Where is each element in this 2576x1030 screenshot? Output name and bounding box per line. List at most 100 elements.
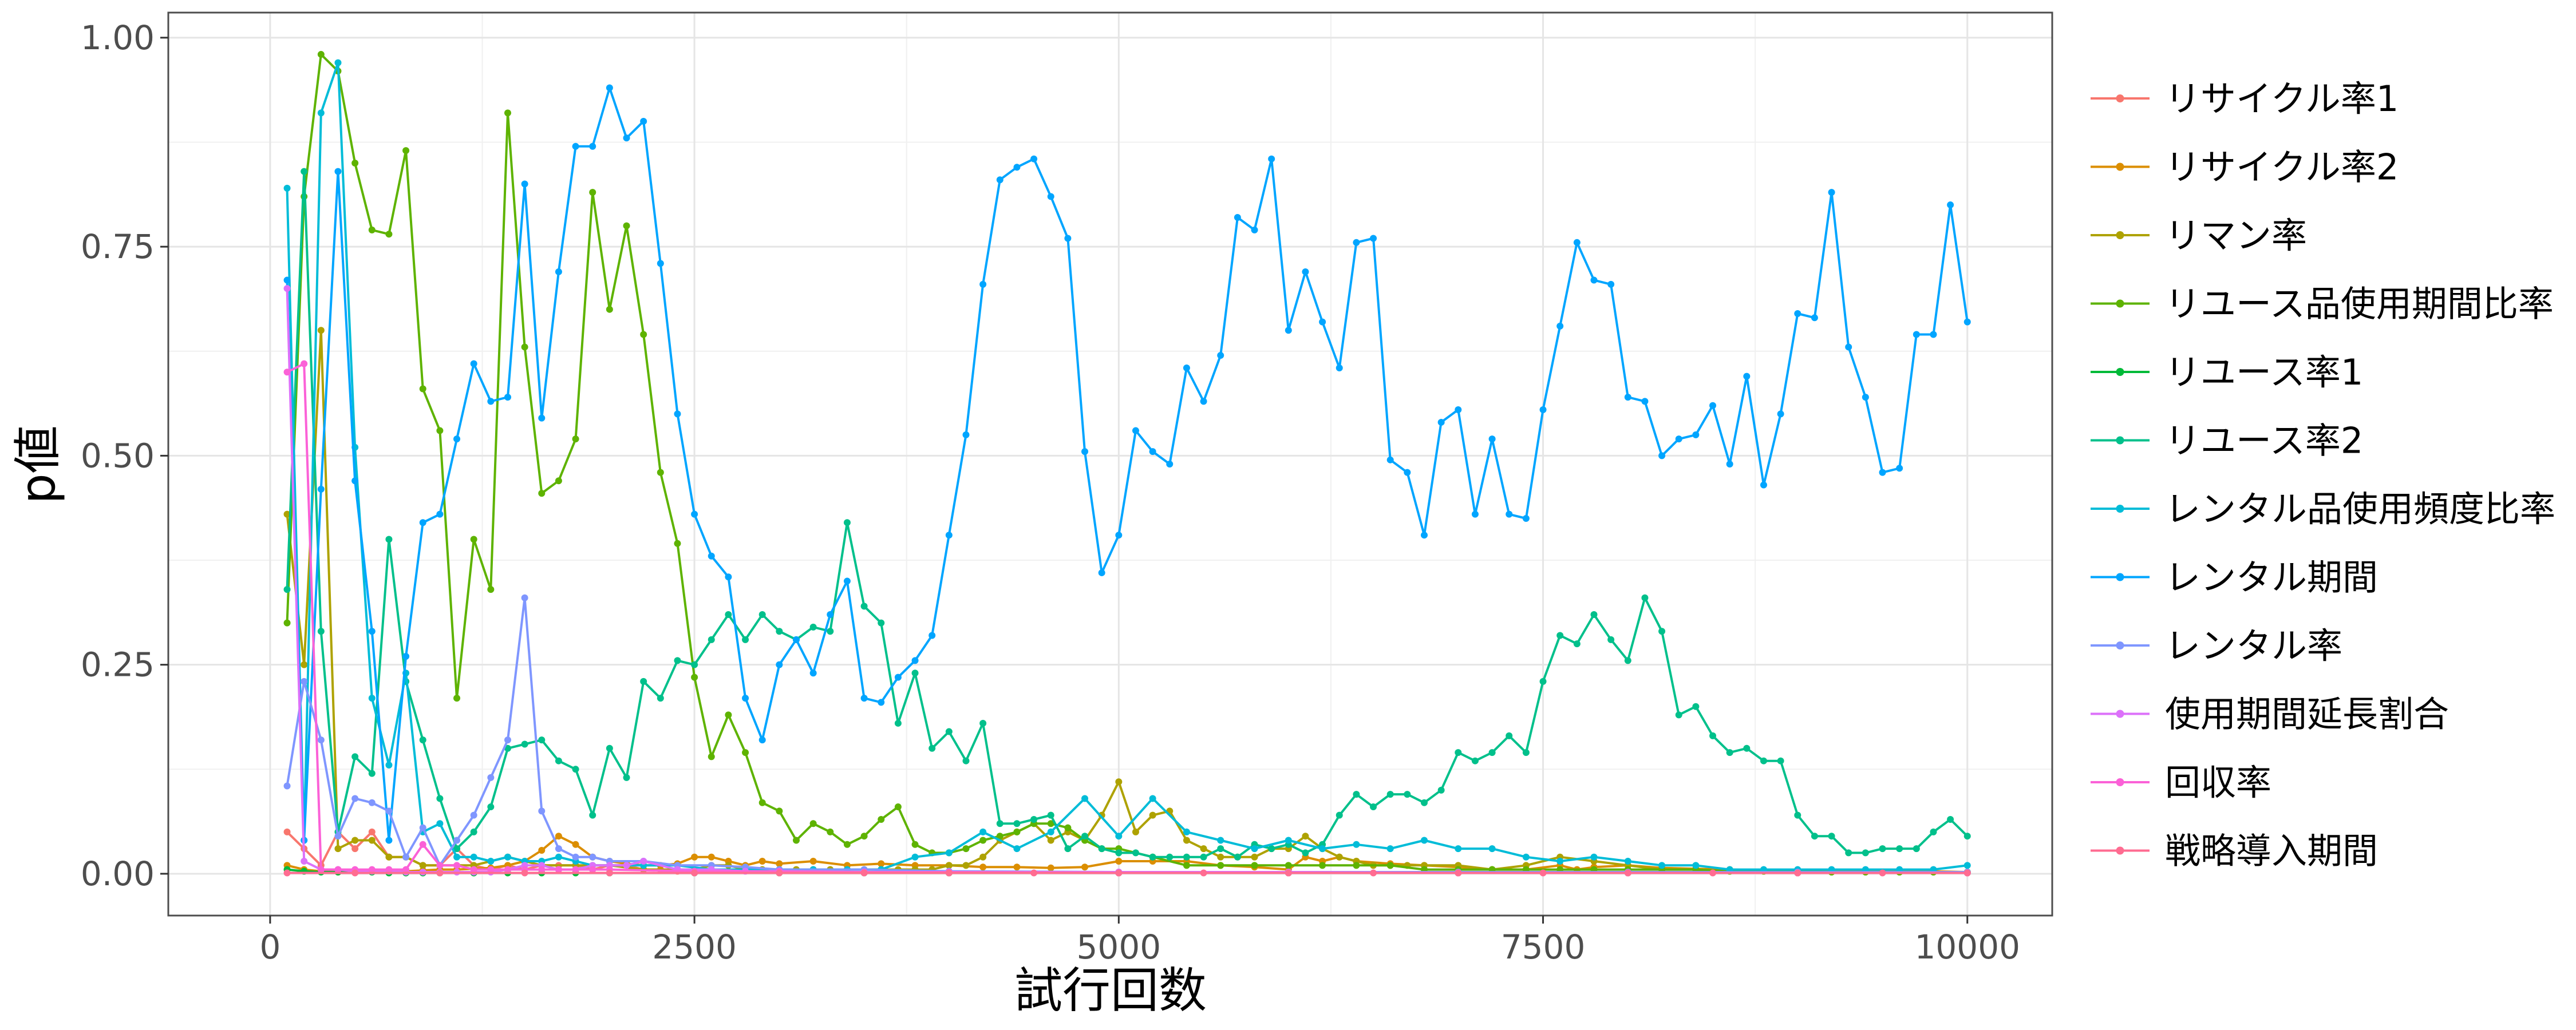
data-point [776,807,783,815]
legend-item-8: レンタル率 [2091,625,2342,667]
data-point [521,594,528,601]
data-point [453,695,461,702]
legend-item-7: レンタル期間 [2091,557,2378,599]
data-point [1573,640,1581,648]
data-point [402,866,410,873]
data-point [504,394,511,401]
data-point [301,168,308,175]
data-point [1845,849,1852,857]
data-point [283,782,291,790]
data-point [555,757,562,764]
data-point [572,841,579,848]
data-point [1370,235,1377,242]
data-point [1319,318,1326,326]
legend-key-dot [2116,94,2124,102]
data-point [538,414,546,422]
data-point [351,160,359,167]
data-point [1251,226,1258,233]
legend-label: リサイクル率2 [2165,146,2399,188]
data-point [487,398,495,405]
data-point [470,853,477,861]
data-point [911,670,919,677]
legend-label: リユース率1 [2165,351,2363,393]
data-point [640,117,647,125]
data-point [691,853,698,861]
legend-item-0: リサイクル率1 [2091,78,2399,120]
data-point [555,845,562,853]
x-tick-label: 5000 [1077,928,1161,966]
data-point [385,536,393,543]
data-point [945,862,953,869]
data-point [776,869,783,877]
data-point [555,477,562,485]
data-point [1047,837,1054,844]
data-point [1726,461,1733,468]
data-point [1930,331,1937,338]
data-point [1794,811,1801,819]
data-point [1692,703,1700,710]
data-point [1386,791,1394,798]
data-point [725,573,732,581]
data-point [1624,394,1631,401]
data-point [1556,322,1564,330]
data-point [1132,427,1139,434]
data-point [860,695,868,702]
data-point [827,828,834,835]
data-point [1862,849,1869,857]
y-tick-label: 1.00 [81,18,155,57]
data-point [1607,280,1615,288]
data-point [945,532,953,539]
legend-key-dot [2116,573,2124,581]
data-point [1132,828,1139,835]
data-point [1760,757,1767,764]
data-point [708,853,715,861]
data-point [283,510,291,518]
data-point [894,719,902,727]
plot-panel [167,11,2053,917]
data-point [640,858,647,865]
data-point [945,849,953,857]
data-point [623,862,630,869]
legend-label: 使用期間延長割合 [2165,694,2449,735]
data-point [1743,744,1751,752]
data-point [809,858,817,865]
data-point [1081,833,1089,840]
data-point [368,866,376,873]
data-point [1386,845,1394,853]
data-point [572,766,579,773]
data-point [1879,869,1886,877]
data-point [860,603,868,610]
legend-label: リユース品使用期間比率 [2165,283,2554,325]
legend-item-9: 使用期間延長割合 [2091,694,2449,735]
data-point [283,869,291,877]
data-point [1726,749,1733,756]
data-point [674,410,681,418]
data-point [1251,845,1258,853]
data-point [911,841,919,848]
data-point [827,611,834,618]
data-point [334,845,342,853]
data-point [317,327,325,334]
data-point [691,510,698,518]
data-point [1251,862,1258,869]
data-point [589,811,596,819]
data-point [1081,863,1089,871]
data-point [1794,310,1801,317]
data-point [708,636,715,643]
data-point [1234,853,1241,861]
data-point [334,59,342,66]
legend-key-dot [2116,231,2124,239]
legend-key-dot [2116,710,2124,718]
data-point [470,536,477,543]
data-point [521,740,528,748]
data-point [809,670,817,677]
data-point [1353,841,1360,848]
data-point [1947,201,1954,209]
data-point [1506,732,1513,739]
data-point [640,678,647,685]
data-point [1336,811,1343,819]
y-axis-ticks: 0.00 0.25 0.50 0.75 1.00 [81,18,168,893]
data-point [521,869,528,877]
data-point [555,853,562,861]
series-line [286,362,1967,874]
